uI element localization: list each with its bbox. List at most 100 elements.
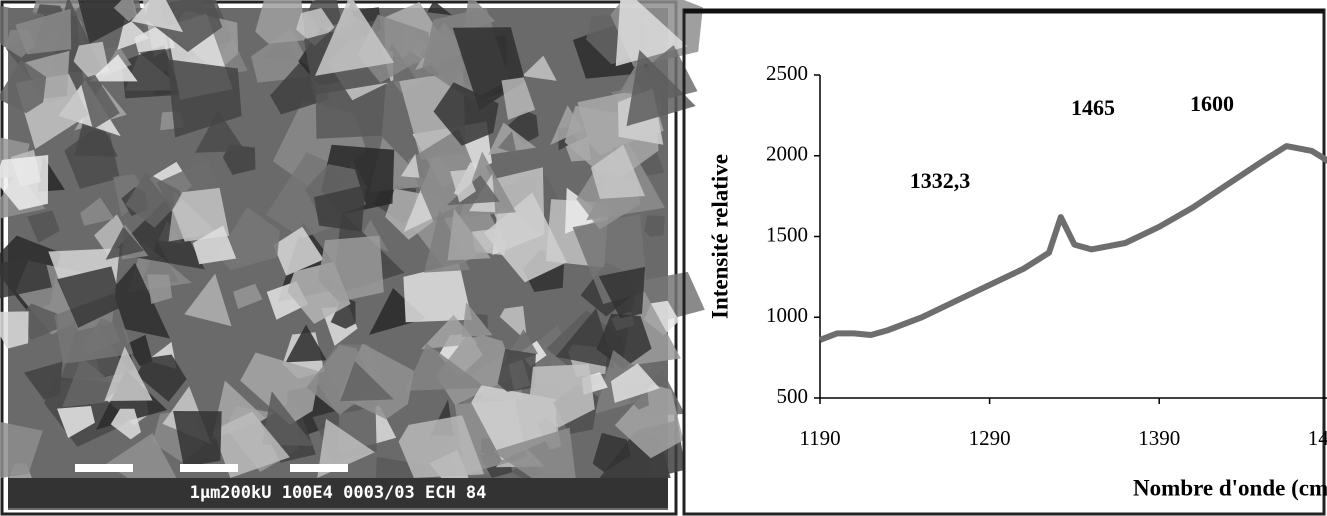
crystal — [461, 302, 493, 337]
photo-caption: 1µm200kU 100E4 0003/03 ECH 84 — [190, 483, 487, 503]
crystal — [167, 59, 242, 138]
crystal — [136, 354, 187, 402]
peak-label: 1465 — [1071, 95, 1115, 120]
crystal — [79, 74, 120, 130]
crystal — [555, 308, 615, 369]
crystal — [565, 187, 606, 234]
crystal — [315, 0, 395, 76]
crystal — [398, 415, 485, 478]
crystal — [447, 208, 491, 261]
crystal — [0, 59, 47, 114]
crystal — [492, 427, 576, 478]
crystal — [20, 303, 58, 341]
crystal — [255, 0, 306, 44]
crystal — [113, 0, 138, 22]
crystal — [497, 131, 517, 155]
crystal — [501, 77, 536, 120]
y-tick-label: 1500 — [766, 222, 808, 246]
crystal — [421, 314, 478, 350]
crystal — [565, 136, 592, 162]
crystal — [125, 172, 182, 228]
crystal — [610, 363, 660, 403]
crystal — [357, 14, 432, 83]
y-tick-label: 2500 — [766, 61, 808, 85]
crystal — [195, 110, 246, 153]
crystal — [427, 0, 453, 16]
crystal — [173, 411, 222, 467]
crystal — [89, 54, 138, 82]
crystal — [369, 288, 426, 335]
crystal — [598, 266, 645, 319]
crystal — [590, 144, 645, 199]
crystal — [110, 408, 141, 440]
crystal — [403, 263, 472, 323]
crystal — [73, 41, 109, 79]
crystal — [240, 352, 320, 425]
spectrum-line — [818, 143, 1327, 343]
crystal — [340, 361, 394, 402]
crystal — [405, 343, 487, 391]
crystal — [508, 110, 539, 144]
crystal — [222, 144, 256, 175]
peak-label: 1600 — [1190, 91, 1234, 116]
crystal — [528, 364, 595, 428]
crystal — [400, 153, 420, 178]
crystal — [285, 324, 327, 363]
crystal — [596, 313, 652, 369]
crystal — [105, 226, 144, 260]
crystal — [104, 346, 153, 401]
crystal — [212, 411, 290, 478]
scale-bar — [180, 464, 238, 472]
crystal — [550, 105, 583, 145]
crystal — [614, 384, 684, 459]
crystal — [82, 318, 120, 355]
crystal — [121, 45, 181, 99]
crystal — [262, 391, 315, 446]
crystal — [330, 296, 356, 329]
x-tick-label: 1490 — [1308, 426, 1327, 450]
crystal — [0, 421, 43, 478]
crystal — [57, 406, 95, 438]
crystal — [313, 184, 366, 232]
crystal — [184, 273, 232, 327]
y-tick-label: 1000 — [766, 303, 808, 327]
crystal — [57, 266, 123, 328]
photo-texture — [0, 0, 705, 478]
crystal — [359, 219, 389, 253]
x-tick-label: 1390 — [1138, 426, 1180, 450]
crystal — [233, 283, 263, 309]
crystal — [0, 311, 29, 349]
crystal — [497, 349, 536, 392]
x-axis-label: Nombre d'onde (cm-1) — [1133, 475, 1327, 500]
y-axis-label: Intensité relative — [707, 154, 732, 319]
scale-bar — [75, 464, 133, 472]
crystal — [15, 8, 72, 55]
scale-bar — [290, 464, 348, 472]
crystal — [644, 215, 665, 237]
crystal — [147, 274, 173, 304]
crystal — [484, 192, 567, 283]
peak-label: 1332,3 — [910, 168, 971, 193]
y-tick-label: 2000 — [766, 142, 808, 166]
crystal — [0, 254, 52, 299]
x-tick-label: 1290 — [969, 426, 1011, 450]
x-tick-label: 1190 — [799, 426, 840, 450]
crystal — [172, 187, 230, 242]
crystal — [592, 432, 631, 473]
caption-bar — [8, 478, 668, 508]
crystal — [23, 50, 70, 100]
crystal — [192, 225, 237, 265]
crystal — [80, 197, 115, 226]
crystal — [433, 82, 499, 146]
crystal — [130, 0, 184, 33]
crystal — [626, 49, 696, 127]
crystal — [0, 155, 49, 211]
crystal — [27, 210, 60, 243]
crystal — [450, 169, 476, 203]
crystal — [273, 226, 324, 276]
y-tick-label: 500 — [777, 384, 809, 408]
crystal — [317, 418, 375, 478]
crystal — [522, 55, 557, 81]
crystal — [499, 306, 527, 336]
